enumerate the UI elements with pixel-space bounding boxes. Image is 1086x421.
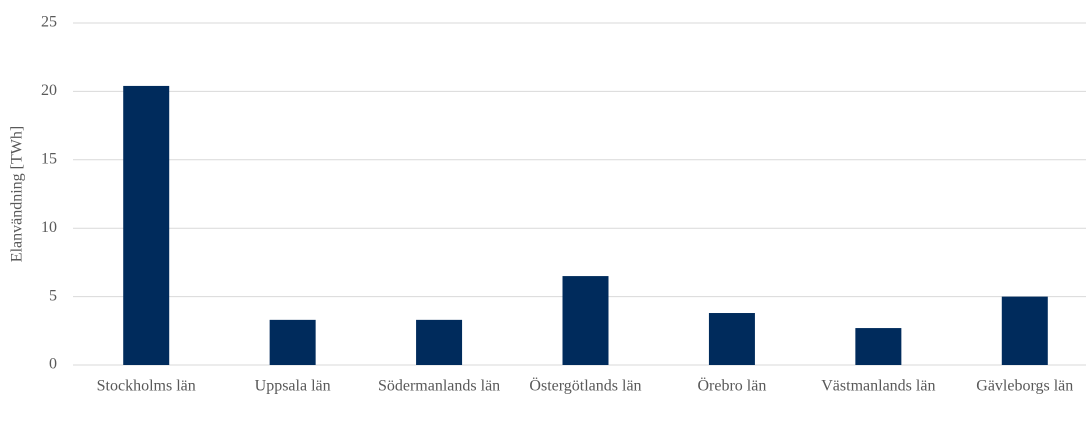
x-tick-label: Stockholms län [97, 378, 196, 395]
y-tick-label: 5 [49, 287, 57, 304]
bar [123, 85, 170, 365]
y-tick-label: 0 [49, 356, 57, 373]
bar [1001, 296, 1048, 365]
x-tick-label: Örebro län [697, 377, 766, 395]
y-axis-title: Elanvändning [TWh] [9, 126, 26, 262]
bar [416, 319, 463, 365]
x-tick-label: Uppsala län [255, 378, 331, 395]
x-tick-label: Västmanlands län [821, 378, 935, 395]
bar [269, 319, 316, 365]
bar [708, 313, 755, 365]
x-tick-label: Södermanlands län [378, 378, 500, 395]
x-tick-label: Gävleborgs län [976, 378, 1073, 395]
y-tick-label: 10 [41, 219, 57, 236]
y-tick-label: 25 [41, 14, 57, 31]
y-tick-label: 20 [41, 82, 57, 99]
bar [562, 276, 609, 365]
x-tick-label: Östergötlands län [529, 377, 641, 395]
bar [855, 328, 902, 365]
y-tick-label: 15 [41, 150, 57, 167]
